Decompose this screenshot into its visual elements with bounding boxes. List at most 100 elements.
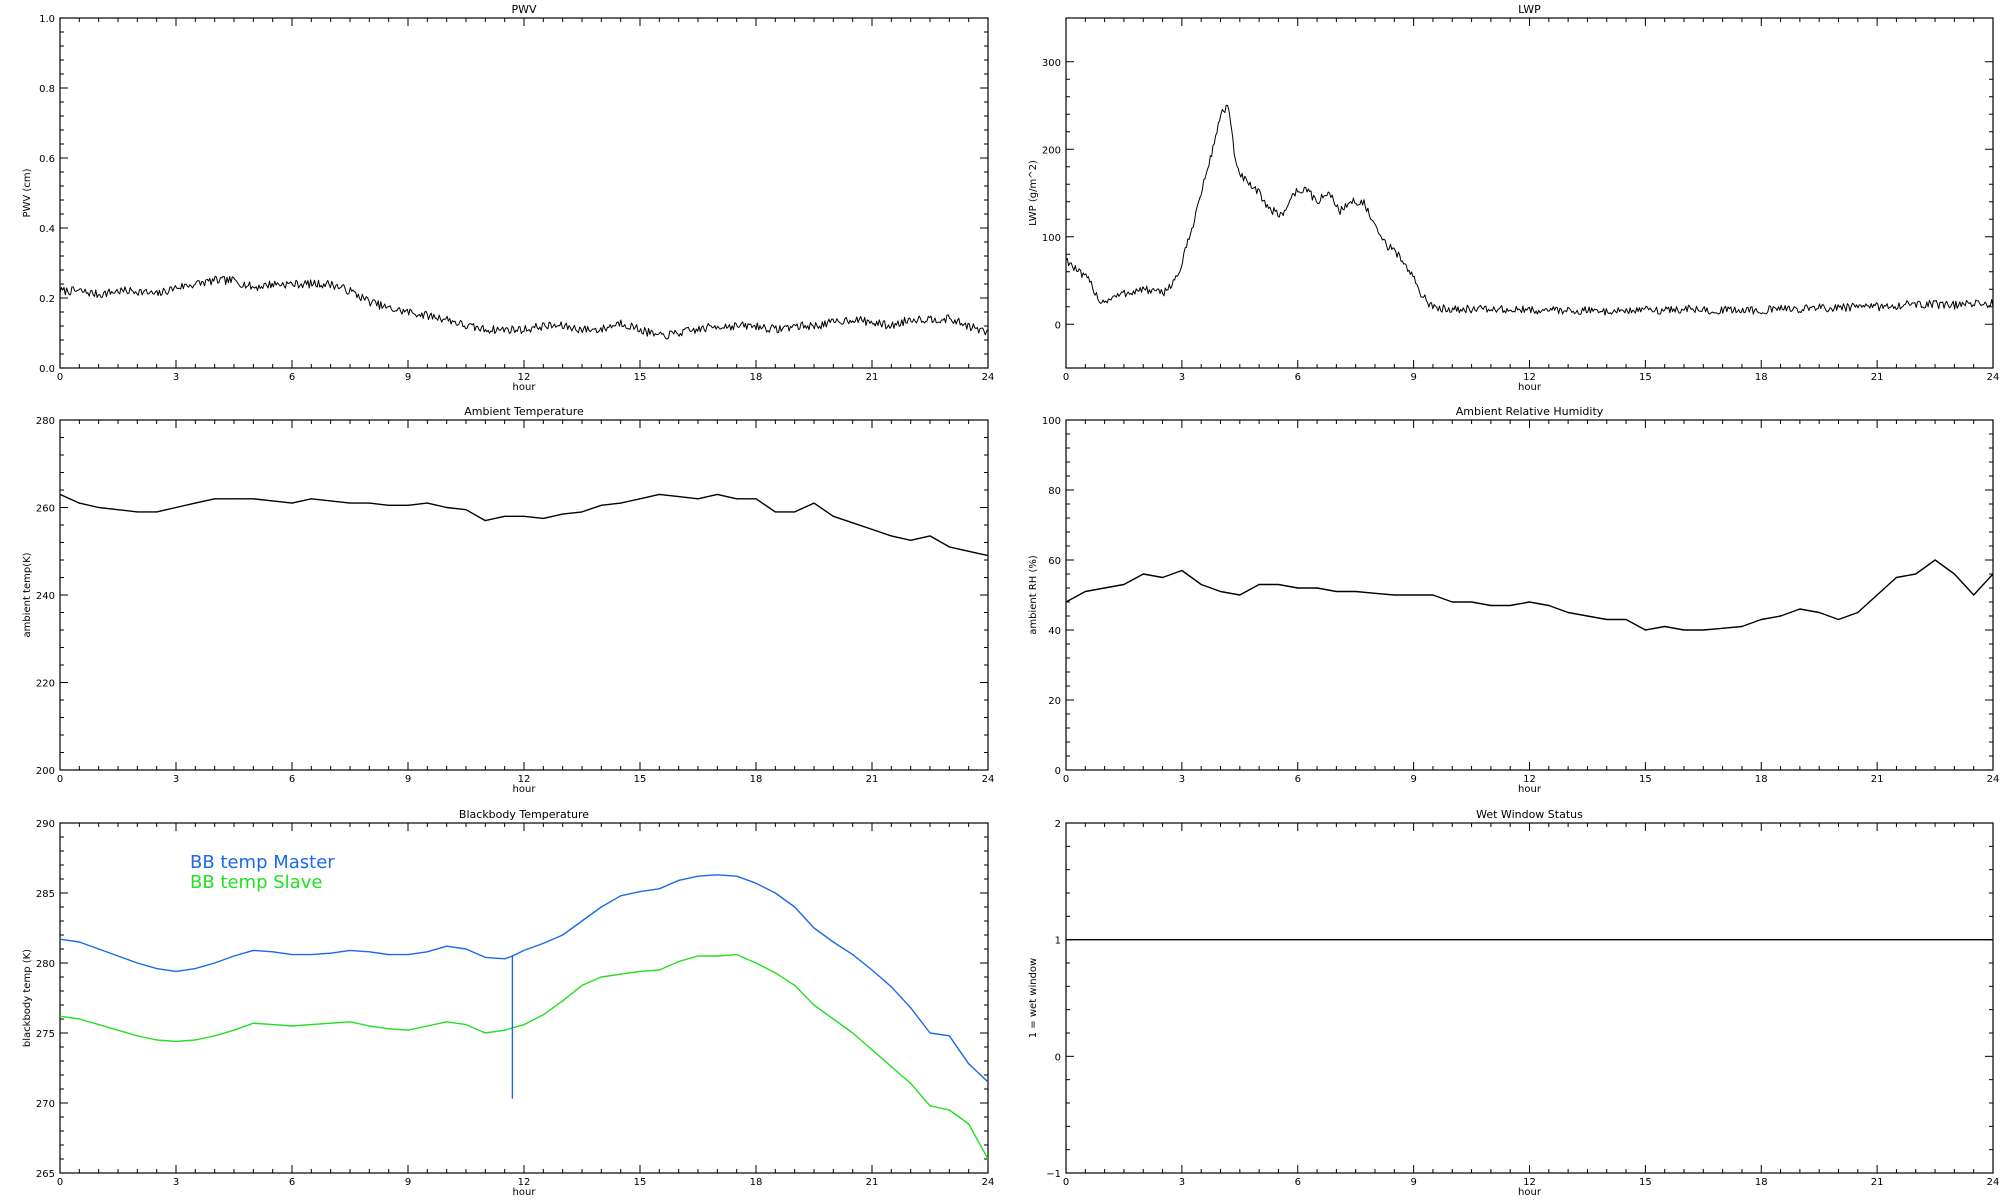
data-point [1722, 627, 1724, 629]
data-point [330, 1022, 332, 1024]
data-point [291, 954, 293, 956]
data-point [194, 502, 196, 504]
data-point [98, 948, 100, 950]
data-point [929, 535, 931, 537]
data-point [948, 1109, 950, 1111]
y-tick-label: 0 [1055, 320, 1061, 331]
data-point [388, 954, 390, 956]
data-point [272, 500, 274, 502]
data-point [291, 502, 293, 504]
series-line [60, 275, 988, 340]
data-point [1413, 594, 1415, 596]
x-tick-label: 0 [1063, 372, 1069, 383]
data-point [987, 1081, 988, 1083]
data-point [1625, 618, 1627, 621]
x-tick-label: 0 [1063, 774, 1069, 785]
data-point [1953, 573, 1955, 575]
x-tick-label: 18 [750, 774, 763, 785]
data-point [832, 515, 834, 517]
data-point [832, 941, 834, 943]
data-point [349, 949, 351, 952]
data-point [774, 972, 776, 974]
data-point [504, 958, 506, 960]
data-point [484, 956, 486, 959]
data-point [890, 1066, 892, 1068]
x-tick-label: 24 [982, 774, 995, 785]
x-tick-label: 15 [634, 372, 647, 383]
data-point [272, 1024, 274, 1026]
x-axis-label: hour [513, 1187, 537, 1198]
series-group [60, 275, 988, 340]
y-tick-label: 280 [36, 959, 55, 970]
data-point [60, 1015, 61, 1017]
data-point [349, 502, 351, 504]
data-point [233, 498, 235, 500]
y-tick-label: 2 [1055, 819, 1061, 830]
x-tick-label: 15 [1639, 372, 1652, 383]
y-tick-label: 0 [1055, 766, 1061, 777]
x-axis-label: hour [1518, 784, 1542, 795]
data-point [620, 502, 622, 504]
series-line [60, 874, 988, 1083]
data-point [60, 938, 61, 940]
data-point [639, 498, 641, 500]
data-point [1664, 625, 1666, 628]
x-tick-label: 15 [634, 1177, 647, 1188]
x-tick-label: 15 [1639, 774, 1652, 785]
plot-frame [1065, 17, 1994, 369]
x-tick-label: 6 [289, 1177, 295, 1188]
x-tick-label: 21 [1871, 1177, 1884, 1188]
data-point [368, 1025, 370, 1027]
data-point [1683, 629, 1685, 631]
data-point [1200, 583, 1202, 586]
chart-title: Wet Window Status [1476, 808, 1583, 821]
data-point [1992, 573, 1993, 575]
data-point [1297, 587, 1299, 589]
data-point [910, 539, 912, 541]
data-point [194, 1039, 196, 1041]
data-point [813, 502, 815, 504]
data-point [658, 888, 660, 890]
y-tick-label: 1 [1055, 936, 1061, 947]
data-point [330, 952, 332, 954]
data-point [1818, 611, 1820, 614]
x-tick-label: 6 [1295, 774, 1301, 785]
data-point [407, 1029, 409, 1031]
data-point [252, 1022, 254, 1024]
data-point [291, 1025, 293, 1027]
data-point [852, 954, 854, 956]
data-point [446, 945, 448, 947]
data-point [484, 520, 486, 522]
data-point [426, 1025, 428, 1027]
y-tick-label: 260 [36, 504, 55, 515]
data-point [542, 1014, 544, 1016]
data-point [252, 949, 254, 952]
y-tick-label: 240 [36, 591, 55, 602]
data-point [1567, 611, 1569, 614]
data-point [1258, 583, 1260, 586]
x-tick-label: 15 [634, 774, 647, 785]
data-point [214, 962, 216, 964]
chart-title: PWV [511, 3, 537, 16]
data-point [1123, 583, 1125, 586]
x-tick-label: 0 [57, 372, 63, 383]
plot-frame [59, 419, 989, 771]
data-point [175, 506, 177, 509]
plot-frame [59, 17, 989, 369]
y-axis-label: ambient temp(K) [22, 552, 33, 637]
series-group [1066, 104, 1993, 316]
data-point [272, 951, 274, 953]
x-tick-label: 3 [173, 1177, 179, 1188]
data-point [117, 1029, 119, 1031]
data-point [1528, 601, 1531, 603]
data-point [117, 955, 119, 957]
chart-title: Ambient Relative Humidity [1456, 405, 1604, 418]
x-tick-label: 24 [1987, 1177, 2000, 1188]
data-point [1760, 618, 1762, 621]
data-point [871, 528, 873, 530]
data-point [1239, 594, 1241, 596]
y-tick-label: 0.4 [39, 224, 55, 235]
x-tick-label: 12 [518, 372, 531, 383]
x-tick-label: 3 [1179, 774, 1185, 785]
